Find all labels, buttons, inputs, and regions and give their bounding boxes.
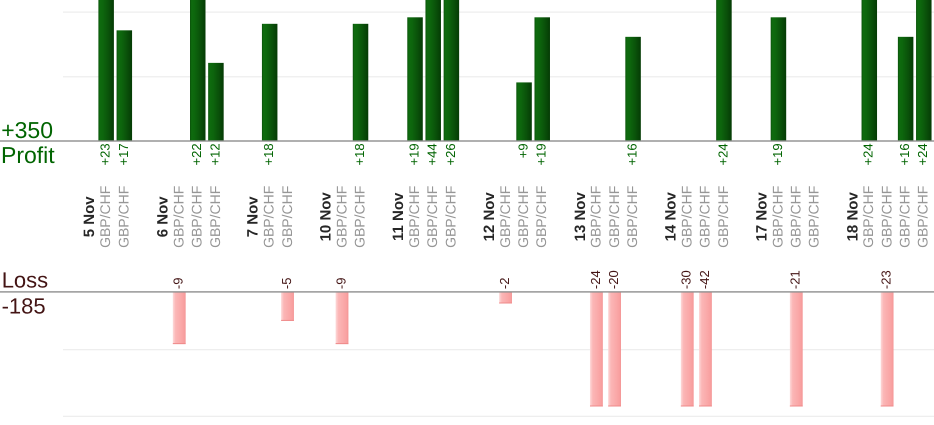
svg-text:+350: +350 <box>1 117 53 143</box>
svg-text:14 Nov: 14 Nov <box>663 192 680 242</box>
svg-text:GBP/CHF: GBP/CHF <box>497 186 513 248</box>
svg-text:+24: +24 <box>915 143 930 165</box>
svg-text:GBP/CHF: GBP/CHF <box>261 186 277 248</box>
svg-text:-185: -185 <box>2 294 46 319</box>
svg-text:-2: -2 <box>497 278 512 290</box>
svg-text:GBP/CHF: GBP/CHF <box>915 186 931 248</box>
svg-text:GBP/CHF: GBP/CHF <box>189 186 205 248</box>
svg-text:-23: -23 <box>879 270 894 289</box>
svg-text:-9: -9 <box>333 278 348 290</box>
svg-text:+16: +16 <box>625 143 640 165</box>
svg-text:GBP/CHF: GBP/CHF <box>897 186 913 248</box>
svg-text:+24: +24 <box>861 143 876 165</box>
svg-text:-9: -9 <box>171 278 186 290</box>
svg-text:+44: +44 <box>425 143 440 165</box>
svg-text:GBP/CHF: GBP/CHF <box>97 186 113 248</box>
svg-text:GBP/CHF: GBP/CHF <box>878 186 894 248</box>
svg-text:GBP/CHF: GBP/CHF <box>207 186 223 248</box>
svg-text:GBP/CHF: GBP/CHF <box>806 186 822 248</box>
svg-text:GBP/CHF: GBP/CHF <box>515 186 531 248</box>
svg-text:-21: -21 <box>788 270 803 289</box>
svg-text:-24: -24 <box>588 270 603 289</box>
svg-text:+19: +19 <box>406 143 421 165</box>
svg-text:18 Nov: 18 Nov <box>844 192 861 242</box>
svg-text:GBP/CHF: GBP/CHF <box>351 186 367 248</box>
svg-text:GBP/CHF: GBP/CHF <box>406 186 422 248</box>
svg-text:7 Nov: 7 Nov <box>245 196 262 238</box>
svg-text:GBP/CHF: GBP/CHF <box>333 186 349 248</box>
svg-text:-42: -42 <box>697 270 712 289</box>
svg-text:+24: +24 <box>715 143 730 165</box>
svg-text:GBP/CHF: GBP/CHF <box>679 186 695 248</box>
svg-text:+12: +12 <box>207 143 222 165</box>
svg-text:Profit: Profit <box>1 142 55 168</box>
svg-text:+26: +26 <box>443 143 458 165</box>
svg-text:11 Nov: 11 Nov <box>390 192 407 241</box>
svg-text:GBP/CHF: GBP/CHF <box>788 186 804 248</box>
svg-text:GBP/CHF: GBP/CHF <box>715 186 731 248</box>
svg-text:+17: +17 <box>116 143 131 165</box>
svg-text:-5: -5 <box>279 278 294 290</box>
svg-text:+18: +18 <box>261 143 276 165</box>
svg-text:GBP/CHF: GBP/CHF <box>442 186 458 248</box>
svg-text:-20: -20 <box>606 270 621 289</box>
svg-text:GBP/CHF: GBP/CHF <box>115 186 131 248</box>
svg-text:13 Nov: 13 Nov <box>572 192 589 242</box>
svg-text:GBP/CHF: GBP/CHF <box>860 186 876 248</box>
svg-text:-30: -30 <box>679 270 694 289</box>
svg-text:+9: +9 <box>516 143 531 158</box>
svg-text:GBP/CHF: GBP/CHF <box>697 186 713 248</box>
svg-text:10 Nov: 10 Nov <box>317 192 334 242</box>
svg-text:+16: +16 <box>897 143 912 165</box>
svg-text:GBP/CHF: GBP/CHF <box>171 186 187 248</box>
svg-text:GBP/CHF: GBP/CHF <box>606 186 622 248</box>
svg-text:+19: +19 <box>770 143 785 165</box>
svg-text:GBP/CHF: GBP/CHF <box>624 186 640 248</box>
svg-text:GBP/CHF: GBP/CHF <box>279 186 295 248</box>
svg-text:12 Nov: 12 Nov <box>481 192 498 242</box>
svg-text:6 Nov: 6 Nov <box>155 196 172 238</box>
svg-text:GBP/CHF: GBP/CHF <box>588 186 604 248</box>
svg-text:5 Nov: 5 Nov <box>81 196 98 238</box>
svg-text:+22: +22 <box>189 143 204 165</box>
svg-text:+18: +18 <box>352 143 367 165</box>
svg-text:+23: +23 <box>98 143 113 165</box>
svg-text:GBP/CHF: GBP/CHF <box>424 186 440 248</box>
svg-text:+19: +19 <box>534 143 549 165</box>
svg-text:17 Nov: 17 Nov <box>753 192 770 242</box>
svg-text:GBP/CHF: GBP/CHF <box>533 186 549 248</box>
svg-text:Loss: Loss <box>2 268 48 293</box>
svg-text:GBP/CHF: GBP/CHF <box>769 186 785 248</box>
